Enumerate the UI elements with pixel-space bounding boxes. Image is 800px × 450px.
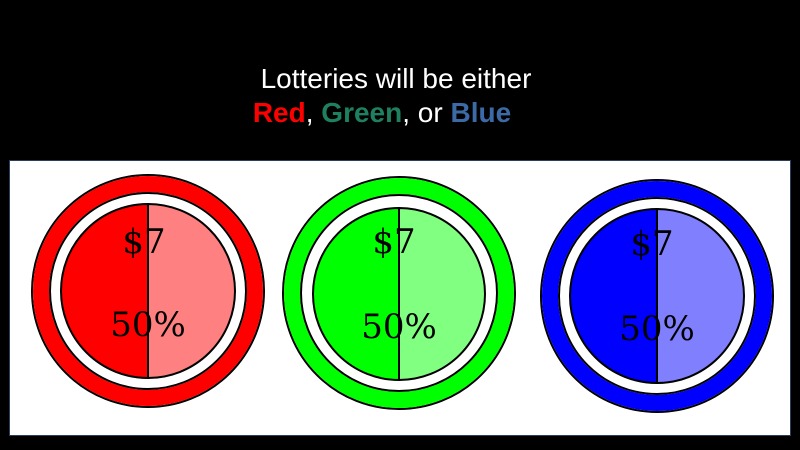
lottery-green-ring xyxy=(284,178,514,408)
lottery-blue-probability: 50% xyxy=(619,309,695,349)
lottery-blue-outer-ring xyxy=(540,179,774,413)
title-red-word: Red xyxy=(252,97,306,128)
lottery-blue-right-half xyxy=(656,207,745,385)
title-blue-word: Blue xyxy=(450,97,512,128)
lottery-red-outer-ring xyxy=(31,174,265,408)
lottery-green-outer-ring xyxy=(282,176,516,410)
title-green-word: Green xyxy=(321,97,403,128)
lottery-blue-inner-ring-edge xyxy=(558,197,756,395)
lottery-red-right-half xyxy=(147,202,236,380)
lottery-blue: $7 50% xyxy=(540,179,774,413)
lottery-green-left-half xyxy=(312,206,400,382)
lottery-red-probability: 50% xyxy=(110,305,186,345)
lottery-red: $7 50% xyxy=(31,174,265,408)
lottery-green-right-half xyxy=(398,206,486,382)
title-separator-2: , or xyxy=(402,97,451,128)
lottery-red-inner-ring-edge xyxy=(49,192,247,390)
lottery-green-inner-ring-edge xyxy=(300,194,498,392)
lottery-green-probability: 50% xyxy=(361,307,437,347)
lottery-red-ring xyxy=(33,176,263,406)
lottery-red-left-half xyxy=(60,202,149,380)
lottery-blue-amount: $7 xyxy=(630,224,673,264)
lottery-diagram: $7 50% $7 50% $7 50% xyxy=(31,174,774,413)
lottery-blue-left-half xyxy=(569,207,658,385)
lottery-red-amount: $7 xyxy=(122,222,165,262)
title-line-1: Lotteries will be either xyxy=(260,63,532,94)
lottery-blue-ring xyxy=(542,181,772,411)
lottery-panel: $7 50% $7 50% $7 50% xyxy=(9,160,791,436)
lottery-green: $7 50% xyxy=(282,176,516,410)
title-line-2: Red, Green, or Blue xyxy=(0,96,782,130)
lottery-green-amount: $7 xyxy=(372,222,415,262)
title-separator-1: , xyxy=(305,97,322,128)
title-block: Lotteries will be either Red, Green, or … xyxy=(0,62,800,130)
